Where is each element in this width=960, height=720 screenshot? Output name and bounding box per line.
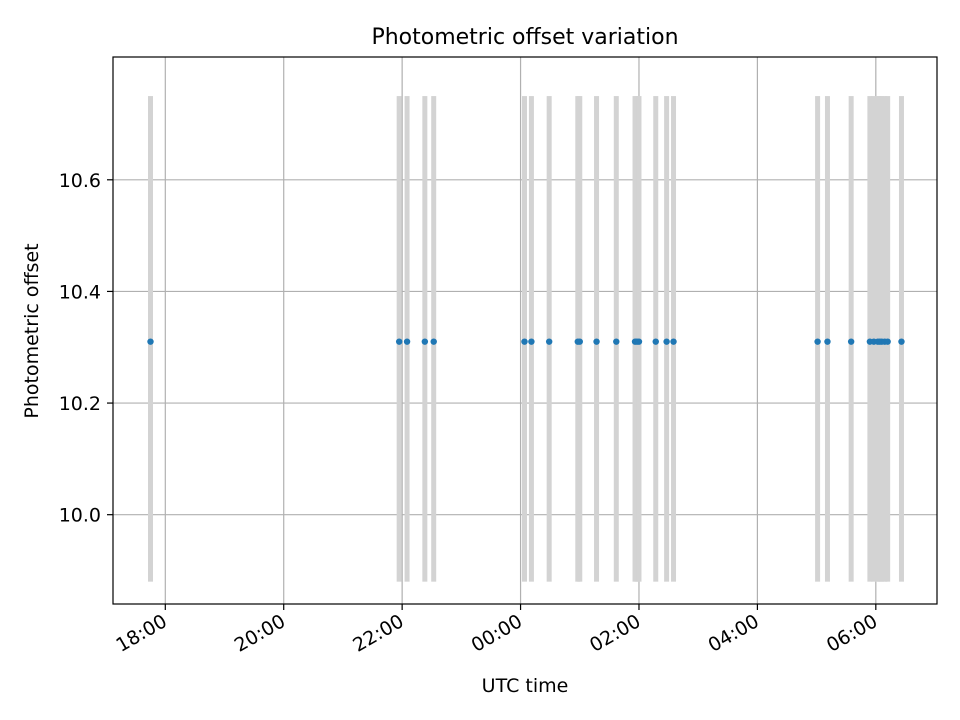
data-point xyxy=(824,338,831,345)
plot-frame xyxy=(112,56,938,605)
y-tick-label: 10.2 xyxy=(59,393,101,415)
chart-title: Photometric offset variation xyxy=(371,25,678,50)
data-point xyxy=(593,338,600,345)
data-point xyxy=(652,338,659,345)
data-point xyxy=(147,338,154,345)
data-point xyxy=(545,338,553,345)
y-tick-label: 10.0 xyxy=(59,505,101,527)
data-point xyxy=(847,338,855,345)
data-point xyxy=(528,338,535,345)
data-points xyxy=(147,338,905,345)
y-tick-label: 10.6 xyxy=(59,170,101,192)
data-point xyxy=(613,338,620,345)
data-point xyxy=(521,338,528,345)
data-point xyxy=(670,338,677,345)
data-point xyxy=(430,338,437,345)
x-axis-label: UTC time xyxy=(482,675,569,697)
data-point xyxy=(898,338,905,345)
data-point xyxy=(576,338,583,345)
data-point xyxy=(814,338,821,345)
y-axis-label: Photometric offset xyxy=(21,243,43,418)
data-point xyxy=(403,338,411,345)
y-axis: 10.0 10.2 10.4 10.6 xyxy=(59,170,113,527)
data-point xyxy=(395,338,403,345)
data-point xyxy=(421,338,429,345)
data-point xyxy=(635,338,643,345)
y-tick-label: 10.4 xyxy=(59,281,101,303)
data-point xyxy=(884,338,891,345)
data-point xyxy=(663,338,670,345)
